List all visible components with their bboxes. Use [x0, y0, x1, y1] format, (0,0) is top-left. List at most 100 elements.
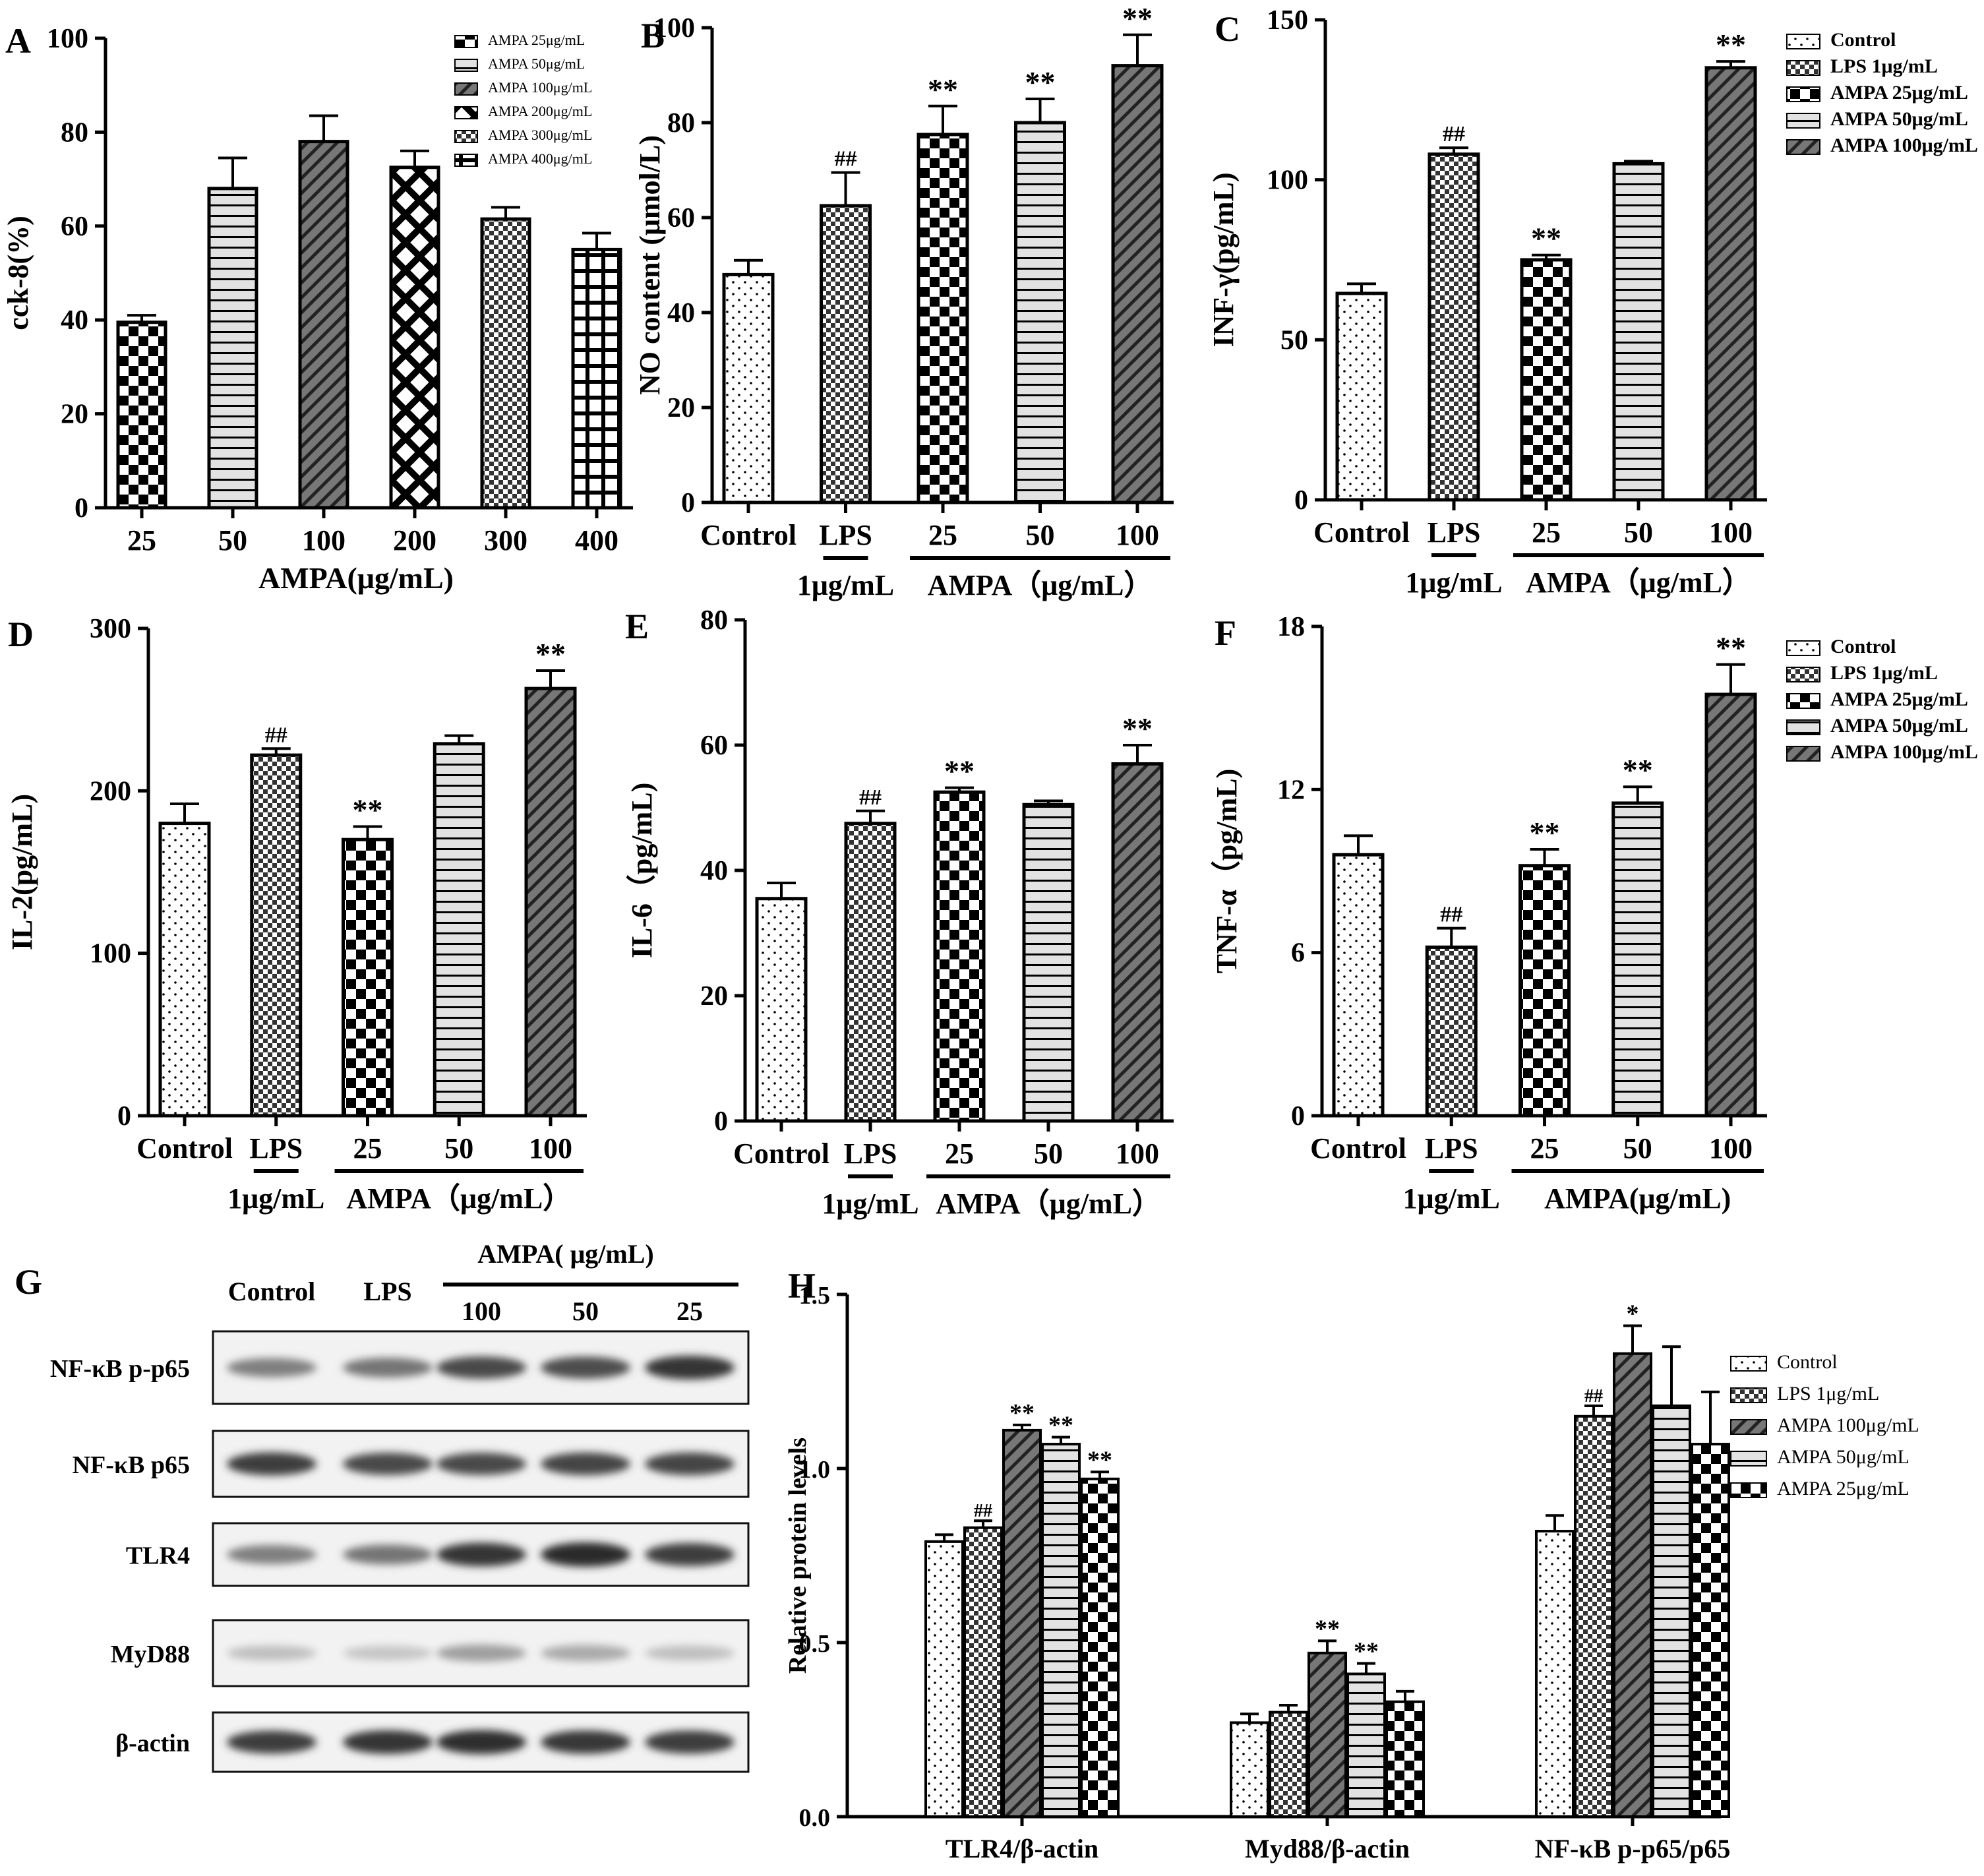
bar [917, 133, 969, 504]
significance-mark: ## [974, 1501, 992, 1521]
bar [1611, 801, 1664, 1118]
group-label: 1μg/mL [1403, 1182, 1500, 1215]
legend-swatch [1786, 86, 1820, 102]
panel-label: E [625, 607, 649, 646]
x-tick-label: 25 [945, 1137, 974, 1170]
group-label: 1μg/mL [797, 569, 894, 601]
blot-row-label: TLR4 [126, 1542, 190, 1570]
significance-mark: ** [1009, 1399, 1035, 1427]
x-tick-label: Control [700, 519, 797, 551]
blot-band [343, 1358, 433, 1377]
blot-band [436, 1453, 526, 1475]
blot-band [541, 1730, 630, 1754]
significance-mark: ## [265, 723, 287, 747]
ampa-header: AMPA( μg/mL) [477, 1239, 653, 1269]
bar [1346, 1672, 1386, 1819]
group-label: AMPA（μg/mL） [346, 1182, 572, 1215]
significance-mark: ## [859, 785, 882, 810]
x-tick-label: 100 [1709, 1132, 1753, 1165]
legend-swatch [1786, 719, 1820, 735]
group-label: AMPA（μg/mL） [928, 569, 1153, 601]
y-tick-label: 0.5 [799, 1630, 831, 1658]
bar [1308, 1651, 1347, 1819]
legend-swatch [1786, 640, 1820, 656]
panel-label: C [1215, 9, 1240, 49]
legend-entry: LPS 1μg/mL [1830, 55, 1938, 77]
bar [571, 247, 622, 510]
lane-label: 50 [572, 1296, 599, 1326]
legend-entry: AMPA 300μg/mL [488, 127, 592, 143]
x-tick-label: Control [136, 1132, 233, 1165]
y-tick-label: 200 [90, 776, 131, 806]
legend-swatch [454, 59, 478, 72]
y-tick-label: 300 [90, 614, 131, 644]
bar [433, 742, 485, 1118]
blot-row: MyD88 [111, 1619, 750, 1687]
bar [1652, 1404, 1691, 1818]
significance-mark: ** [353, 793, 383, 827]
bar [207, 187, 258, 510]
y-tick-label: 100 [47, 24, 88, 54]
group-label: AMPA（μg/mL） [1526, 566, 1751, 599]
blot-row-label: NF-κB p-p65 [50, 1355, 190, 1383]
panel-label: H [788, 1266, 816, 1306]
y-axis-label: INF-γ(pg/mL) [1207, 172, 1240, 347]
y-tick-label: 1.0 [799, 1456, 831, 1484]
x-tick-label: 25 [928, 519, 957, 551]
significance-mark: ** [1623, 753, 1653, 787]
x-tick-label: 50 [1623, 1132, 1652, 1165]
chart-A: 0 20 40 60 80 100 cck-8(%) A 25 50 100 200 300 400 AMP… [2, 21, 633, 595]
x-tick-label: LPS [249, 1132, 303, 1165]
x-tick-label: 25 [353, 1132, 382, 1165]
legend-entry: LPS 1μg/mL [1777, 1383, 1879, 1405]
blot-row: NF-κB p-p65 [50, 1330, 750, 1405]
legend-entry: AMPA 25μg/mL [1830, 688, 1968, 710]
x-tick-label: TLR4/β-actin [946, 1834, 1098, 1863]
chart-C: 0 50 100 150 INF-γ(pg/mL) C Control LPS ## 25 ** 50… [1207, 5, 1978, 599]
group-label: 1μg/mL [1405, 566, 1502, 599]
x-axis-label: AMPA(μg/mL) [258, 561, 454, 595]
bar [1332, 853, 1385, 1118]
legend-entry: AMPA 50μg/mL [1830, 715, 1968, 737]
significance-mark: ** [1048, 1411, 1073, 1439]
y-axis-label: Relative protein levels [784, 1437, 812, 1674]
significance-mark: ** [1122, 1, 1153, 35]
y-tick-label: 60 [667, 203, 695, 233]
legend-swatch [1730, 1387, 1767, 1403]
bar [1022, 802, 1075, 1123]
x-tick-label: LPS [844, 1137, 897, 1170]
significance-mark: ** [1716, 28, 1746, 61]
blot-band [645, 1356, 735, 1379]
y-axis-label: cck-8(%) [2, 216, 34, 330]
chart-F: 0 6 12 18 TNF-α（pg/mL) F Control LPS ## 25 ** 50 ** 1… [1211, 612, 1978, 1215]
blot-band [343, 1544, 433, 1565]
legend-swatch [1786, 139, 1820, 155]
legend-swatch [1730, 1451, 1767, 1467]
y-tick-label: 0 [681, 488, 695, 518]
legend-entry: Control [1830, 29, 1896, 51]
x-tick-label: Control [1310, 1132, 1406, 1165]
bar [389, 166, 440, 510]
y-tick-label: 0.0 [799, 1804, 831, 1832]
lane-label: 25 [676, 1296, 703, 1326]
bar [116, 320, 167, 510]
lane-label: 100 [462, 1296, 501, 1326]
x-tick-label: LPS [1428, 516, 1481, 549]
y-tick-label: 100 [1267, 166, 1308, 196]
y-axis-label: TNF-α（pg/mL) [1211, 769, 1243, 974]
significance-mark: ** [1354, 1638, 1379, 1666]
significance-mark: ** [1531, 222, 1561, 255]
panel-label: D [8, 615, 34, 654]
legend-entry: AMPA 400μg/mL [488, 150, 592, 167]
blot-band [343, 1730, 433, 1754]
x-tick-label: Control [733, 1137, 829, 1170]
blot-band [541, 1452, 630, 1476]
y-tick-label: 6 [1291, 938, 1305, 969]
x-tick-label: 25 [1530, 1132, 1559, 1165]
y-tick-label: 80 [667, 108, 695, 138]
significance-mark: ** [1530, 816, 1560, 849]
legend-swatch [454, 82, 478, 96]
bar [1080, 1477, 1120, 1819]
legend-swatch [454, 130, 478, 143]
